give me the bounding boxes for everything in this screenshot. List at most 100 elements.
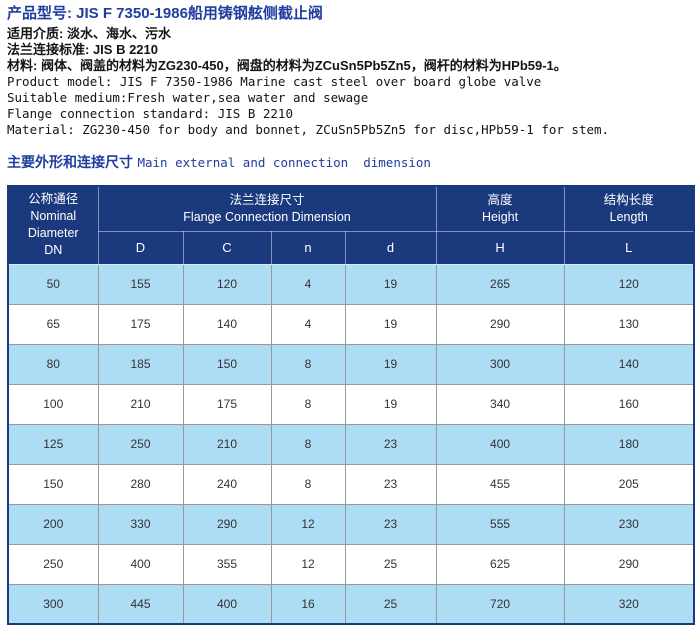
table-cell: 23	[344, 463, 437, 505]
table-row: 100 210 175 8 19 340 160	[7, 383, 695, 425]
table-cell: 400	[435, 423, 565, 465]
table-cell: 8	[270, 463, 346, 505]
table-cell: 8	[270, 383, 346, 425]
table-cell: 50	[7, 263, 99, 305]
height-header-cn: 高度	[487, 192, 513, 207]
material-en: Material: ZG230-450 for body and bonnet,…	[7, 122, 610, 137]
table-cell: 160	[563, 383, 695, 425]
table-cell: 445	[97, 583, 184, 625]
col-header-C: C	[182, 230, 272, 265]
table-cell: 19	[344, 383, 437, 425]
table-cell: 555	[435, 503, 565, 545]
product-model-title: 产品型号: JIS F 7350-1986船用铸钢舷侧截止阀	[7, 5, 323, 22]
table-cell: 120	[563, 263, 695, 305]
table-row: 50 155 120 4 19 265 120	[7, 263, 695, 305]
table-cell: 455	[435, 463, 565, 505]
table-cell: 8	[270, 423, 346, 465]
length-header-en: Length	[609, 209, 648, 224]
table-cell: 150	[182, 343, 272, 385]
table-cell: 155	[97, 263, 184, 305]
table-cell: 400	[182, 583, 272, 625]
table-cell: 290	[563, 543, 695, 585]
table-cell: 8	[270, 343, 346, 385]
col-header-n: n	[270, 230, 346, 265]
suitable-medium-en: Suitable medium:Fresh water,sea water an…	[7, 90, 369, 105]
height-header-en: Height	[481, 209, 519, 224]
table-cell: 210	[97, 383, 184, 425]
table-cell: 23	[344, 423, 437, 465]
table-cell: 205	[563, 463, 695, 505]
table-cell: 400	[97, 543, 184, 585]
section-heading: 主要外形和连接尺寸 Main external and connection d…	[7, 152, 693, 172]
table-cell: 130	[563, 303, 695, 345]
table-cell: 65	[7, 303, 99, 345]
table-cell: 175	[97, 303, 184, 345]
col-header-D: D	[97, 230, 184, 265]
table-row: 200 330 290 12 23 555 230	[7, 503, 695, 545]
table-cell: 19	[344, 343, 437, 385]
dn-header-cn: 公称通径	[28, 192, 79, 207]
table-cell: 300	[7, 583, 99, 625]
table-cell: 280	[97, 463, 184, 505]
table-cell: 210	[182, 423, 272, 465]
table-cell: 100	[7, 383, 99, 425]
flange-header-cn: 法兰连接尺寸	[229, 192, 305, 207]
section-title-en: Main external and connection dimension	[137, 155, 431, 170]
suitable-medium-cn: 适用介质: 淡水、海水、污水	[7, 26, 171, 41]
table-cell: 25	[344, 543, 437, 585]
dn-header-line4: DN	[44, 243, 63, 258]
table-cell: 300	[435, 343, 565, 385]
table-cell: 200	[7, 503, 99, 545]
table-cell: 150	[7, 463, 99, 505]
table-cell: 80	[7, 343, 99, 385]
table-cell: 175	[182, 383, 272, 425]
table-cell: 355	[182, 543, 272, 585]
table-cell: 185	[97, 343, 184, 385]
table-row: 125 250 210 8 23 400 180	[7, 423, 695, 465]
flange-header-en: Flange Connection Dimension	[183, 209, 351, 224]
table-cell: 265	[435, 263, 565, 305]
table-cell: 290	[435, 303, 565, 345]
table-cell: 25	[344, 583, 437, 625]
table-row: 65 175 140 4 19 290 130	[7, 303, 695, 345]
table-row: 300 445 400 16 25 720 320	[7, 583, 695, 625]
col-group-length: 结构长度 Length	[563, 185, 695, 232]
table-cell: 250	[7, 543, 99, 585]
section-title-cn: 主要外形和连接尺寸	[7, 154, 133, 170]
table-cell: 4	[270, 303, 346, 345]
col-header-d: d	[344, 230, 437, 265]
table-cell: 340	[435, 383, 565, 425]
flange-standard-cn: 法兰连接标准: JIS B 2210	[7, 42, 158, 57]
table-cell: 140	[182, 303, 272, 345]
table-row: 250 400 355 12 25 625 290	[7, 543, 695, 585]
table-cell: 125	[7, 423, 99, 465]
table-cell: 140	[563, 343, 695, 385]
table-cell: 230	[563, 503, 695, 545]
table-cell: 19	[344, 303, 437, 345]
flange-standard-en: Flange connection standard: JIS B 2210	[7, 106, 293, 121]
table-cell: 120	[182, 263, 272, 305]
table-row: 150 280 240 8 23 455 205	[7, 463, 695, 505]
table-row: 80 185 150 8 19 300 140	[7, 343, 695, 385]
length-header-cn: 结构长度	[603, 192, 654, 207]
dimension-table-header: 公称通径 Nominal Diameter DN 法兰连接尺寸 Flange C…	[7, 185, 695, 265]
table-cell: 625	[435, 543, 565, 585]
dn-header-line3: Diameter	[27, 226, 79, 241]
dimension-table: 公称通径 Nominal Diameter DN 法兰连接尺寸 Flange C…	[7, 185, 696, 625]
material-cn: 材料: 阀体、阀盖的材料为ZG230-450，阀盘的材料为ZCuSn5Pb5Zn…	[7, 58, 567, 73]
product-model-en: Product model: JIS F 7350-1986 Marine ca…	[7, 74, 542, 89]
table-cell: 290	[182, 503, 272, 545]
col-header-H: H	[435, 230, 565, 265]
table-cell: 16	[270, 583, 346, 625]
table-cell: 23	[344, 503, 437, 545]
table-cell: 720	[435, 583, 565, 625]
table-cell: 19	[344, 263, 437, 305]
table-cell: 180	[563, 423, 695, 465]
col-header-L: L	[563, 230, 695, 265]
table-cell: 4	[270, 263, 346, 305]
dn-header-line2: Nominal	[30, 209, 77, 224]
dimension-table-body: 50 155 120 4 19 265 120 65 175 140 4 19 290 130 80 185 1…	[7, 263, 695, 625]
table-cell: 250	[97, 423, 184, 465]
col-group-height: 高度 Height	[435, 185, 565, 232]
